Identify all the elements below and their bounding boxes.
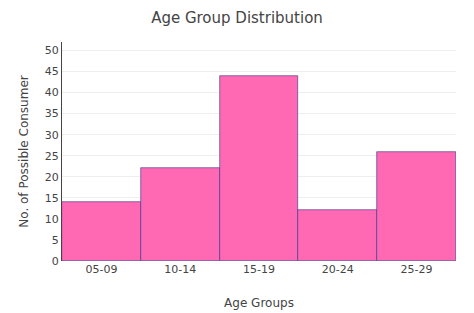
svg-text:Age Group Distribution: Age Group Distribution [151,9,323,27]
svg-text:15-19: 15-19 [243,263,275,276]
svg-text:10-14: 10-14 [164,263,196,276]
svg-text:5: 5 [52,234,59,247]
svg-text:30: 30 [45,129,59,142]
svg-text:45: 45 [45,65,59,78]
svg-text:25: 25 [45,150,59,163]
svg-text:0: 0 [52,255,59,268]
svg-text:40: 40 [45,86,59,99]
svg-text:25-29: 25-29 [401,263,433,276]
svg-text:50: 50 [45,44,59,57]
svg-text:20: 20 [45,171,59,184]
svg-text:No. of Possible Consumer: No. of Possible Consumer [17,75,31,228]
svg-text:15: 15 [45,192,59,205]
svg-text:Age Groups: Age Groups [224,296,294,310]
svg-text:20-24: 20-24 [322,263,354,276]
svg-text:10: 10 [45,213,59,226]
svg-text:05-09: 05-09 [85,263,117,276]
svg-text:35: 35 [45,107,59,120]
